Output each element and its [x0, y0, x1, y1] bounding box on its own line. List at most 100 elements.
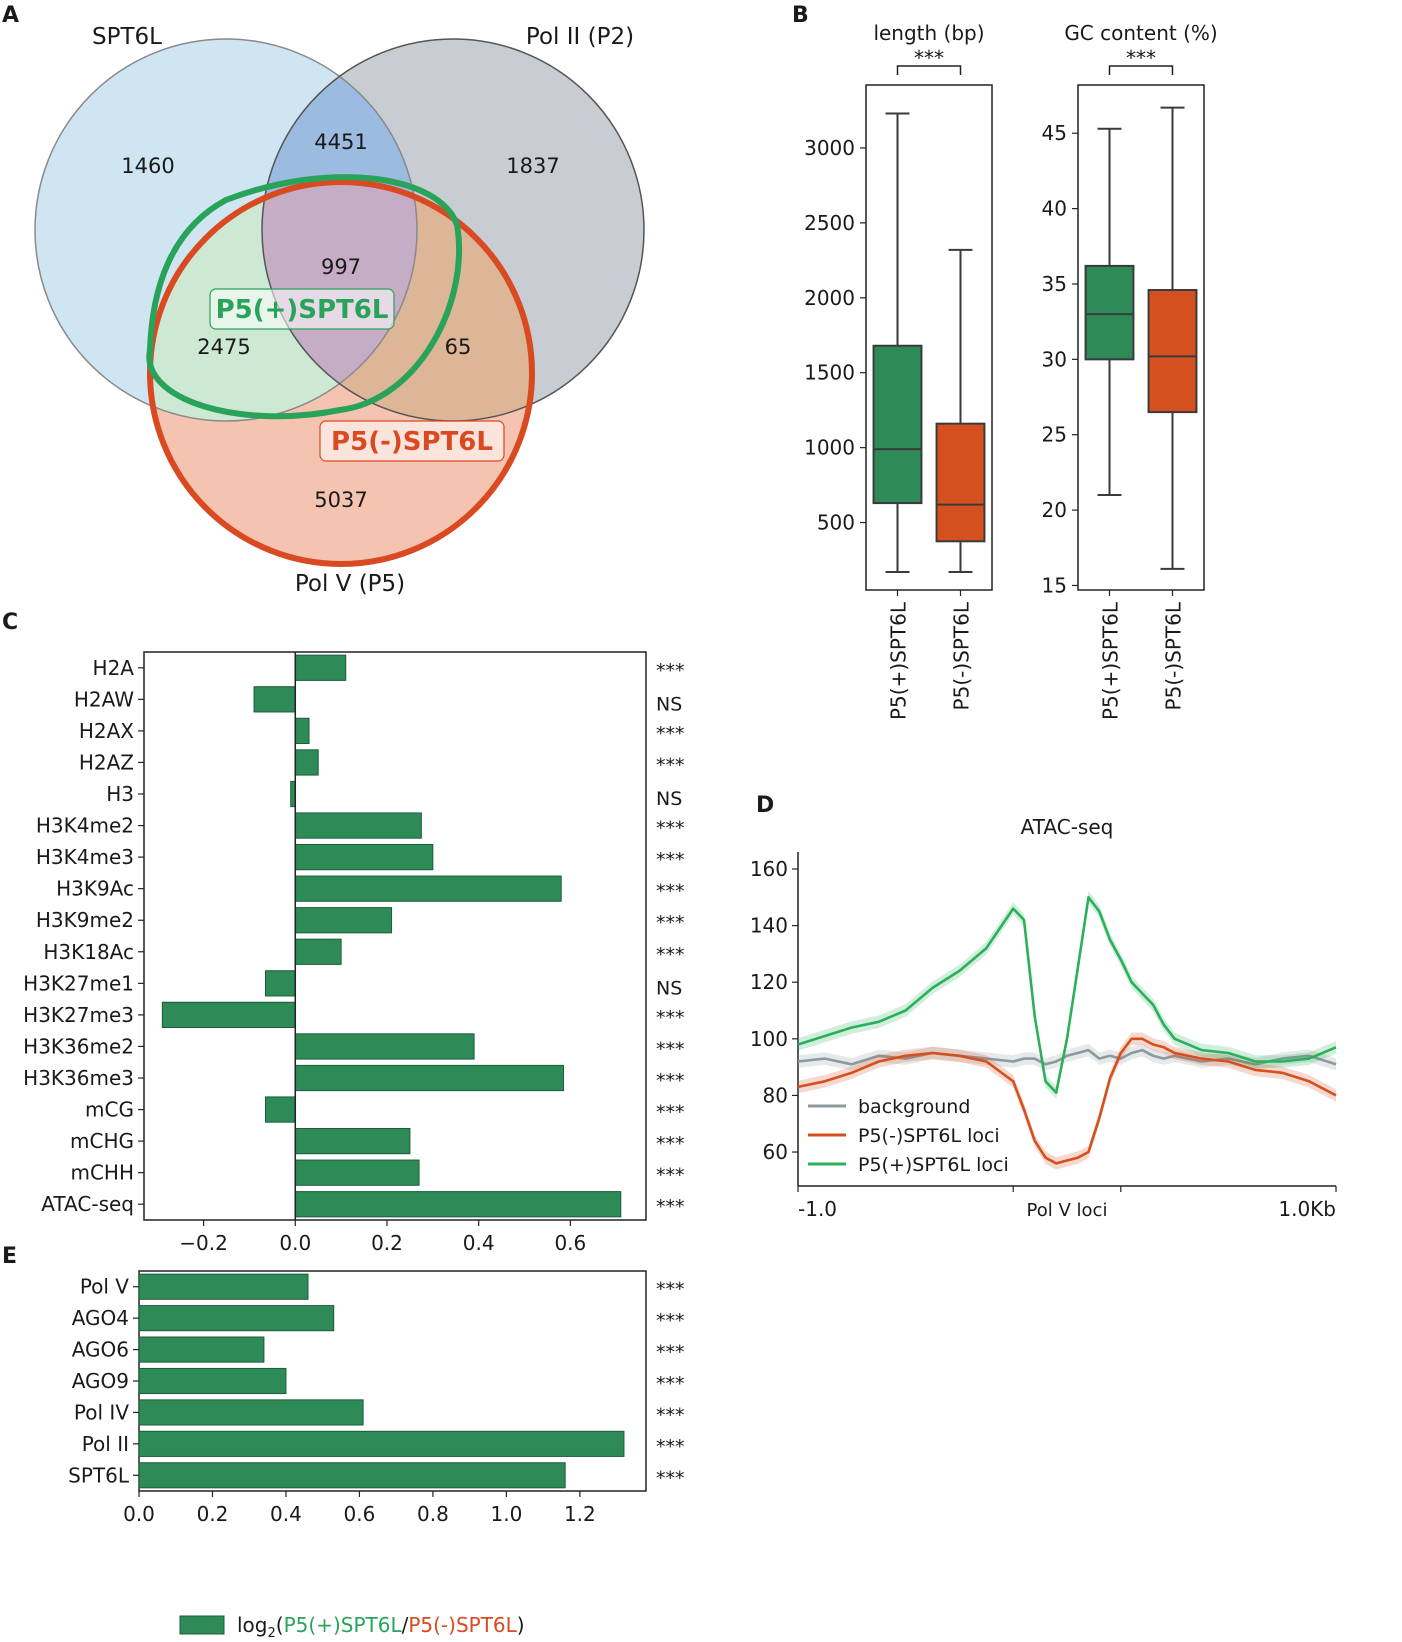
y-tick-label: H3K4me3 [36, 845, 134, 869]
significance-label: *** [656, 1404, 685, 1426]
legend-text: P5(+)SPT6L loci [858, 1154, 1009, 1176]
x-tick-label: 0.4 [270, 1502, 302, 1526]
bar [294, 843, 434, 871]
significance-label: *** [656, 1133, 685, 1155]
venn-outline-spt6l [34, 38, 418, 422]
venn-count-pol2-pol5: 65 [445, 335, 472, 359]
significance-label: NS [656, 977, 682, 999]
box-title: length (bp) [873, 21, 984, 45]
bar [264, 970, 296, 997]
bar [294, 1127, 411, 1155]
boxplot-gc: 15 20 25 30 35 40 45 GC content (%)*** P5(+)SPT6… [1042, 21, 1218, 720]
significance-label: *** [656, 912, 685, 934]
y-tick-label: 80 [763, 1083, 788, 1107]
y-tick-label: 2500 [804, 211, 855, 235]
x-tick-label: 0.2 [371, 1231, 403, 1255]
y-tick-label: 160 [750, 857, 788, 881]
bar [294, 907, 393, 934]
x-tick-label-center: Pol V loci [1027, 1200, 1108, 1221]
y-tick-label: H3K18Ac [43, 940, 134, 964]
significance-label: NS [656, 693, 682, 715]
y-tick-label: H2AW [74, 687, 134, 711]
significance-label: *** [656, 1038, 685, 1060]
y-tick-label: H2AX [79, 719, 134, 743]
bar [294, 654, 347, 681]
y-tick-label: SPT6L [68, 1463, 130, 1487]
significance-label: *** [656, 849, 685, 871]
panel-c: C H2A *** H2AW NS H2AX *** H2AZ *** H3 NS H3K4me2 *… [2, 610, 685, 1255]
series-line [797, 896, 1337, 1094]
bar [294, 812, 422, 839]
boxplot-length: 500 1000 1500 2000 2500 3000 length (bp)*** P5(… [804, 21, 993, 720]
x-tick-label: 0.6 [554, 1231, 586, 1255]
significance-label: *** [656, 1373, 685, 1395]
y-tick-label: H2A [93, 656, 135, 680]
y-tick-label: AGO4 [72, 1306, 129, 1330]
venn-count-all: 997 [321, 255, 361, 279]
y-tick-label: 60 [763, 1140, 788, 1164]
y-tick-label: 120 [750, 970, 788, 994]
significance-label: *** [656, 1436, 685, 1458]
box-iqr [1084, 264, 1135, 361]
box-axes-frame [865, 84, 993, 591]
barchart-histone: H2A *** H2AW NS H2AX *** H2AZ *** H3 NS H3K4me2 ***… [23, 651, 685, 1255]
y-tick-label: mCG [85, 1098, 134, 1122]
x-tick-label: 0.6 [344, 1502, 376, 1526]
bar [138, 1367, 287, 1395]
x-tick-label: P5(+)SPT6L [887, 601, 911, 720]
panel-d-letter: D [756, 793, 774, 818]
venn-label-plus: P5(+)SPT6L [216, 295, 389, 325]
significance-label: *** [656, 754, 685, 776]
y-tick-label: 15 [1042, 573, 1067, 597]
y-tick-label: AGO9 [72, 1369, 129, 1393]
y-tick-label: 20 [1042, 498, 1067, 522]
panel-e-letter: E [2, 1244, 17, 1269]
y-tick-label: 1000 [804, 436, 855, 460]
x-tick-label: P5(+)SPT6L [1099, 601, 1123, 720]
legend-text: P5(-)SPT6L loci [858, 1125, 1000, 1147]
x-tick-label-start: -1.0 [798, 1197, 837, 1221]
bar [294, 749, 319, 776]
significance-label: *** [656, 944, 685, 966]
y-tick-label: 140 [750, 914, 788, 938]
significance-bracket [1108, 65, 1174, 75]
significance-label: *** [1126, 46, 1156, 70]
y-tick-label: H2AZ [79, 750, 134, 774]
bar [294, 1191, 622, 1218]
legend: log2(P5(+)SPT6L/P5(-)SPT6L) [179, 1613, 525, 1641]
y-tick-label: Pol V [80, 1275, 129, 1299]
significance-label: *** [914, 46, 944, 70]
significance-bracket [896, 65, 962, 75]
series-line [797, 1037, 1337, 1165]
legend-swatch [179, 1615, 225, 1635]
panel-a: A SPT6L Pol II (P2) Pol V (P5) 1460 4451… [2, 3, 645, 597]
significance-label: *** [656, 1342, 685, 1364]
y-tick-label: mCHG [70, 1129, 134, 1153]
y-tick-label: H3K4me2 [36, 814, 134, 838]
significance-label: *** [656, 881, 685, 903]
venn-region-all [262, 182, 417, 421]
venn-count-spt6l-pol2: 4451 [314, 130, 367, 154]
panel-e: E Pol V *** AGO4 *** AGO6 *** AGO9 *** Pol IV ***… [2, 1244, 685, 1641]
legend-label: log2(P5(+)SPT6L/P5(-)SPT6L) [237, 1613, 525, 1641]
x-tick-label: 0.0 [279, 1231, 311, 1255]
y-tick-label: H3K9me2 [36, 908, 134, 932]
box-iqr [1147, 289, 1198, 414]
venn-count-pol2-only: 1837 [506, 154, 559, 178]
bar [294, 1064, 564, 1092]
panel-d: D ATAC-seq 60 80 100 120 140 160 -1.0 Pol V loci… [750, 793, 1337, 1221]
y-tick-label: 30 [1042, 347, 1067, 371]
y-tick-label: AGO6 [72, 1338, 129, 1362]
y-tick-label: Pol IV [74, 1400, 129, 1424]
box-iqr [935, 422, 986, 543]
significance-label: *** [656, 1007, 685, 1029]
y-tick-label: H3K27me3 [23, 1003, 134, 1027]
significance-label: *** [656, 1310, 685, 1332]
venn-outline-pol5 [147, 179, 535, 567]
y-tick-label: 35 [1042, 272, 1067, 296]
barchart-factors: Pol V *** AGO4 *** AGO6 *** AGO9 *** Pol IV *** Po… [68, 1270, 685, 1526]
legend-open: ( [276, 1613, 284, 1637]
venn-label-minus: P5(-)SPT6L [331, 427, 493, 457]
y-tick-label: ATAC-seq [41, 1192, 134, 1216]
